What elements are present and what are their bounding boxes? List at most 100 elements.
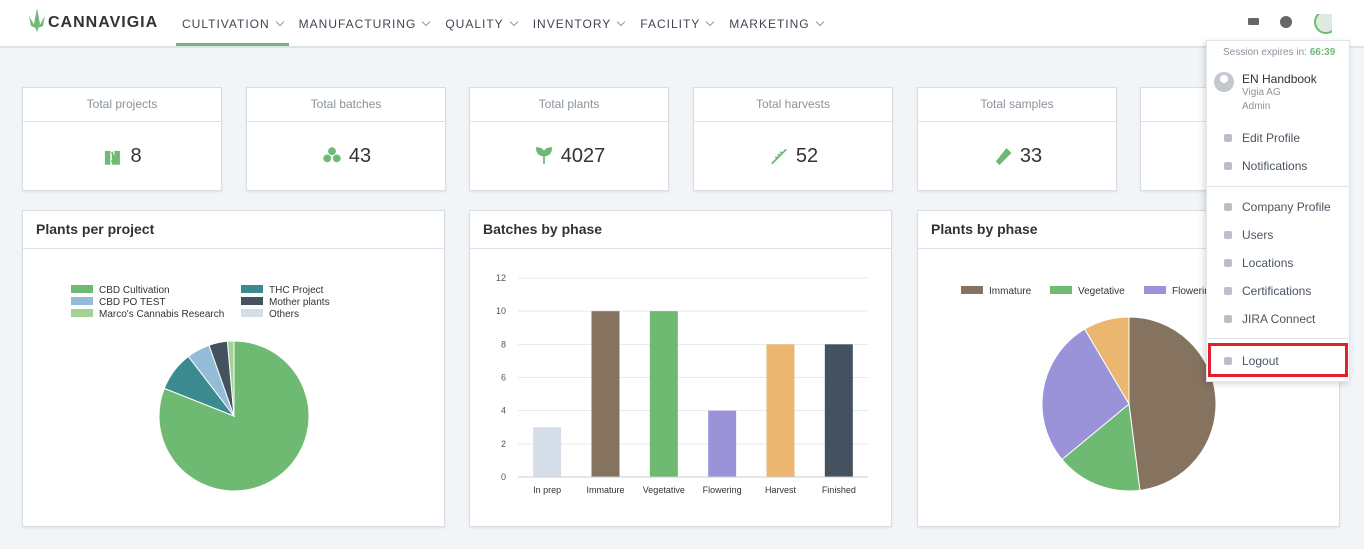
help-icon[interactable] <box>1280 16 1292 28</box>
stat-icon <box>995 148 1012 166</box>
legend-label: Others <box>269 309 299 320</box>
pie-slice <box>1084 316 1130 406</box>
bar <box>708 410 737 477</box>
pie-slice <box>1061 403 1141 492</box>
legend-swatch <box>241 297 263 305</box>
stat-label: Total harvests <box>694 88 892 122</box>
print-icon[interactable] <box>1248 18 1259 25</box>
legend-swatch <box>241 309 263 317</box>
legend-label: Mother plants <box>269 297 330 308</box>
icon-shape <box>771 148 787 165</box>
chart-panel: Plants per project CBD Cultivation THC Pro… <box>22 210 445 527</box>
stat-icon <box>105 150 121 165</box>
stat-icon <box>771 148 787 165</box>
chart: 0 2 4 6 8 10 12 In prep Immature Vegetative Flower… <box>496 273 868 495</box>
chart-title: Plants by phase <box>918 211 1339 249</box>
y-tick-label: 6 <box>501 373 506 383</box>
y-tick-label: 0 <box>501 472 506 482</box>
highlight-box <box>1208 343 1348 377</box>
main-nav: CULTIVATION MANUFACTURING QUALITY INVENTORY… <box>176 0 833 46</box>
user-role: Admin <box>1242 101 1271 112</box>
x-tick-label: Flowering <box>703 485 742 495</box>
stat-label: Total plants <box>470 88 668 122</box>
menu-item[interactable]: Edit Profile <box>1207 124 1349 152</box>
legend-label: Flowering <box>1172 286 1215 297</box>
chart-panel: Batches by phase 0 2 4 6 8 10 12 In prep Immature… <box>469 210 892 527</box>
separator <box>1207 186 1349 187</box>
separator <box>1207 338 1349 339</box>
icon-shape <box>323 147 341 163</box>
legend-label: THC Project <box>269 285 324 296</box>
bar <box>533 427 562 477</box>
nav-item[interactable]: QUALITY <box>439 0 522 46</box>
nav-item[interactable]: CULTIVATION <box>176 0 289 46</box>
menu-item[interactable]: Company Profile <box>1207 193 1349 221</box>
stat-value-row: 4027 <box>470 122 668 190</box>
legend-label: Vegetative <box>1078 286 1125 297</box>
stat-card: Total samples 33 <box>917 87 1117 191</box>
nav-item[interactable]: FACILITY <box>634 0 719 46</box>
stat-value: 4027 <box>560 145 606 167</box>
header-icons <box>1248 14 1332 34</box>
legend-swatch <box>1144 286 1166 294</box>
chart-title: Batches by phase <box>470 211 891 249</box>
user-avatar <box>1214 72 1234 92</box>
bar <box>766 344 795 477</box>
stat-value: 52 <box>795 145 819 167</box>
session-time: 66:39 <box>1309 47 1336 58</box>
x-tick-label: Harvest <box>765 485 797 495</box>
x-tick-label: Finished <box>822 485 856 495</box>
stat-card: Total batches 43 <box>246 87 446 191</box>
bar <box>649 311 678 477</box>
icon-shape <box>535 147 552 164</box>
stat-label: Total samples <box>918 88 1116 122</box>
menu-item[interactable]: Logout <box>1207 347 1349 375</box>
y-tick-label: 10 <box>496 306 506 316</box>
logo[interactable]: CANNAVIGIA <box>48 14 159 31</box>
stat-icon <box>323 147 341 163</box>
legend-label: Immature <box>989 286 1032 297</box>
icon-shape <box>105 150 121 165</box>
nav-item[interactable]: INVENTORY <box>527 0 631 46</box>
menu-item[interactable]: Notifications <box>1207 152 1349 180</box>
legend-swatch <box>71 297 93 305</box>
legend-swatch <box>71 309 93 317</box>
stat-value-row: 43 <box>247 122 445 190</box>
user-menu: Session expires in: 66:39 EN Handbook Vi… <box>1206 40 1350 382</box>
stat-card: Total harvests 52 <box>693 87 893 191</box>
session-info: Session expires in: 66:39 <box>1223 47 1335 58</box>
session-label: Session expires in: <box>1223 47 1307 58</box>
stat-value: 43 <box>348 145 372 167</box>
legend-label: CBD PO TEST <box>99 297 166 308</box>
legend-swatch <box>961 286 983 294</box>
stat-value-row: 8 <box>23 122 221 190</box>
chart-title: Plants per project <box>23 211 444 249</box>
legend-label: CBD Cultivation <box>99 285 170 296</box>
nav-item[interactable]: MANUFACTURING <box>293 0 436 46</box>
y-tick-label: 12 <box>496 273 506 283</box>
stat-card: Total projects 8 <box>22 87 222 191</box>
menu-item[interactable]: JIRA Connect <box>1207 305 1349 333</box>
top-bar: CANNAVIGIA CULTIVATION MANUFACTURING QUALI… <box>0 0 1364 48</box>
stat-value-row: 52 <box>694 122 892 190</box>
legend-swatch <box>241 285 263 293</box>
menu-item[interactable]: Users <box>1207 221 1349 249</box>
menu-item[interactable]: Certifications <box>1207 277 1349 305</box>
user-company: Vigia AG <box>1242 87 1281 98</box>
x-tick-label: Vegetative <box>643 485 685 495</box>
chart: Immature Vegetative Flowering <box>961 286 1217 492</box>
user-name: EN Handbook <box>1242 72 1317 86</box>
legend-label: Marco's Cannabis Research <box>99 309 224 320</box>
chart: CBD Cultivation THC Project CBD PO TEST Mot… <box>71 285 330 492</box>
pie-slice <box>1128 316 1217 491</box>
nav-item[interactable]: MARKETING <box>723 0 828 46</box>
stat-value: 33 <box>1019 145 1043 167</box>
stat-value: 8 <box>130 145 142 167</box>
avatar[interactable] <box>1314 14 1332 34</box>
menu-item[interactable]: Locations <box>1207 249 1349 277</box>
x-tick-label: In prep <box>533 485 561 495</box>
pie-slice <box>158 340 310 492</box>
logo-icon <box>29 8 45 32</box>
stat-icon <box>535 147 552 164</box>
